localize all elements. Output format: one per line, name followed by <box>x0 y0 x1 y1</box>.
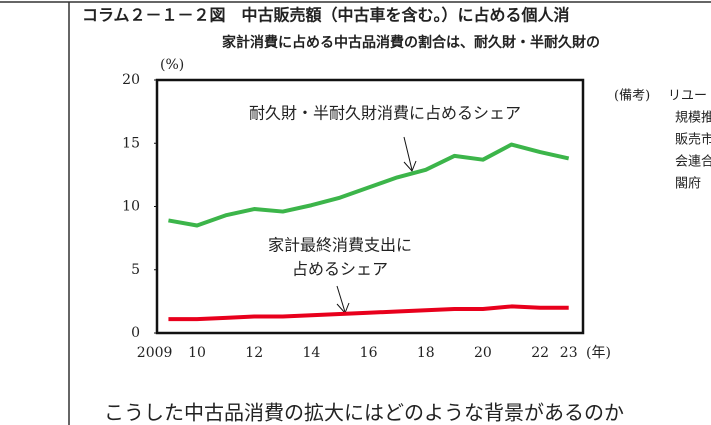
x-tick-label: 2009 <box>137 345 173 361</box>
x-tick-label: 12 <box>245 345 263 361</box>
x-tick-label: 22 <box>531 345 549 361</box>
x-tick-label: 16 <box>360 345 378 361</box>
x-tick-label: 20 <box>474 345 492 361</box>
y-tick-label: 10 <box>122 199 140 215</box>
data-line <box>168 304 569 322</box>
data-line <box>168 142 570 228</box>
chart-title: コラム２－１－２図 中古販売額（中古車を含む。）に占める個人消 <box>82 6 570 25</box>
note-text: 規模推 <box>675 111 711 126</box>
body-text: こうした中古品消費の拡大にはどのような背景があるのか <box>104 401 624 425</box>
note-text: リユー <box>668 89 707 104</box>
x-tick-label: 14 <box>302 345 320 361</box>
x-axis-unit: (年) <box>586 345 611 361</box>
note-text: 閣府 <box>675 177 701 192</box>
y-tick-label: 5 <box>131 262 140 278</box>
y-tick-label: 0 <box>131 325 140 341</box>
x-tick-label: 23 <box>560 345 578 361</box>
chart-subtitle: 家計消費に占める中古品消費の割合は、耐久財・半耐久財の <box>222 34 600 51</box>
x-tick-label: 10 <box>188 345 206 361</box>
annotation-arrow <box>336 285 346 313</box>
annotation-arrowhead <box>403 160 417 172</box>
note-text: 販売市 <box>675 132 711 148</box>
x-tick-label: 18 <box>417 345 435 361</box>
y-axis-label: (%) <box>160 57 184 73</box>
annotation: 耐久財・半耐久財消費に占めるシェア <box>249 104 521 123</box>
annotation: 家計最終消費支出に <box>268 236 412 255</box>
annotation-arrow <box>403 136 413 171</box>
y-tick-label: 20 <box>122 72 140 88</box>
y-tick-label: 15 <box>122 135 140 151</box>
note-label: (備考) <box>614 88 650 104</box>
note-text: 会連合 <box>675 155 711 170</box>
annotation: 占めるシェア <box>292 260 388 279</box>
